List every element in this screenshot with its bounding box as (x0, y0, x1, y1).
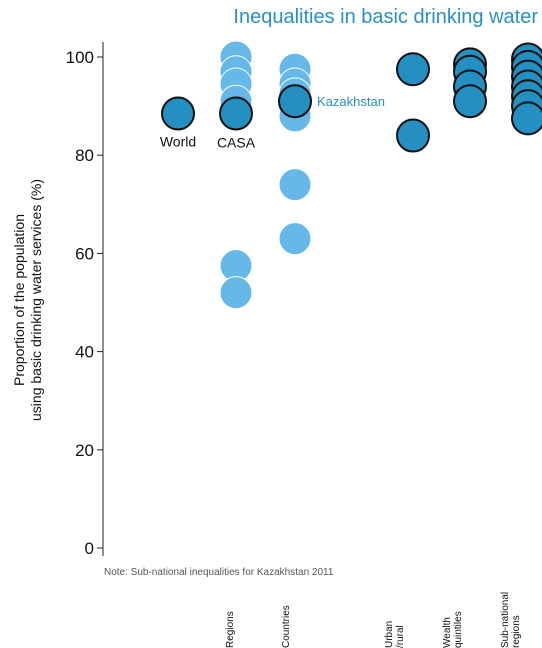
countries-point (278, 222, 312, 256)
category-label-urban-rural-text: Urban/rural (384, 620, 406, 648)
y-tick-label: 0 (85, 539, 94, 558)
regions-point (219, 276, 253, 310)
y-axis-label-line: Proportion of the population (11, 213, 27, 387)
y-axis-label-line: using basic drinking water services (%) (28, 179, 44, 421)
chart-note: Note: Sub-national inequalities for Kaza… (104, 567, 334, 578)
y-tick-label: 60 (75, 244, 94, 263)
category-label-regions-text: Regions (225, 611, 236, 648)
category-label-subnational-text: Sub-national regions (500, 591, 522, 648)
kazakhstan-label: Kazakhstan (317, 94, 385, 109)
urban_rural-point (396, 118, 430, 153)
y-tick-label: 80 (75, 146, 94, 165)
world-label: World (160, 133, 196, 149)
world-point (161, 96, 195, 131)
chart-title: Inequalities in basic drinking water (233, 6, 538, 28)
y-axis-label: Proportion of the population using basic … (11, 179, 45, 421)
countries-point (278, 168, 312, 202)
y-tick-label: 100 (66, 48, 94, 67)
category-label-wealth-text: Wealth quintiles (442, 611, 464, 648)
wealth-point (453, 84, 487, 119)
subnational-point (511, 101, 542, 136)
y-tick-label: 20 (75, 441, 94, 460)
kazakhstan-point (278, 84, 312, 119)
urban_rural-point (396, 52, 430, 87)
y-tick-label: 40 (75, 343, 94, 362)
casa-label: CASA (217, 134, 256, 150)
category-label-countries-text: Countries (281, 605, 292, 648)
casa-point (219, 96, 253, 131)
